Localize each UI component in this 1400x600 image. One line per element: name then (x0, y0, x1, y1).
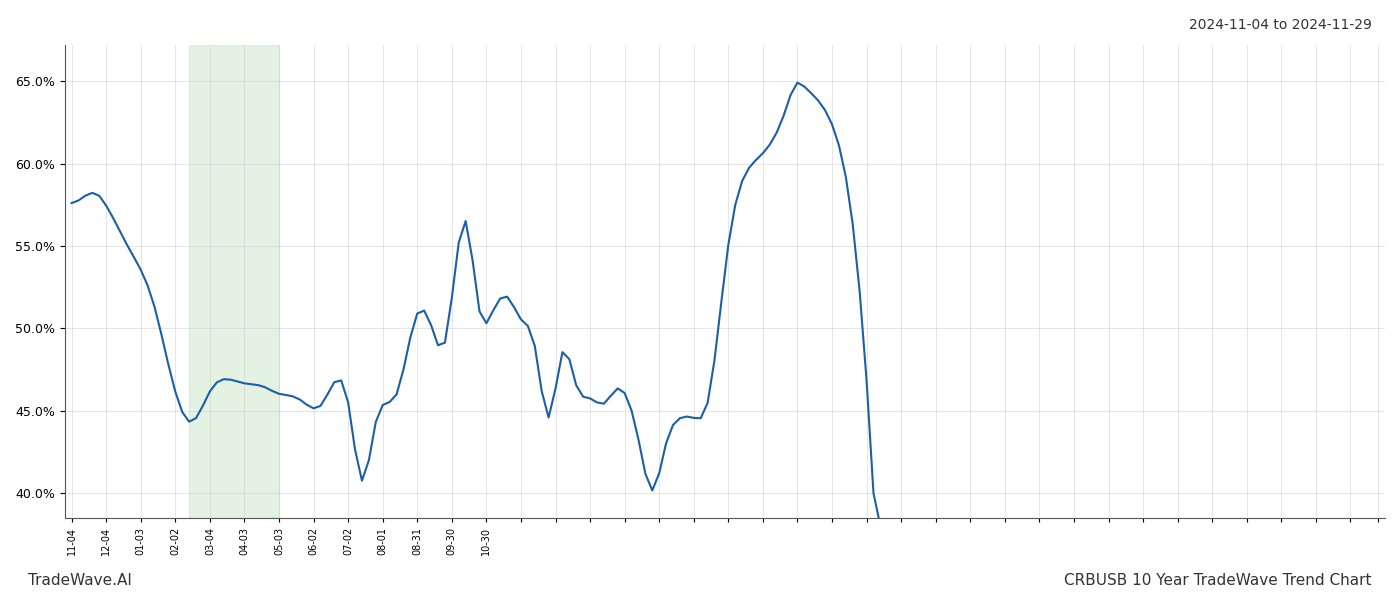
Bar (189, 45, 279, 518)
Text: 2024-11-04 to 2024-11-29: 2024-11-04 to 2024-11-29 (1189, 18, 1372, 32)
Text: TradeWave.AI: TradeWave.AI (28, 573, 132, 588)
Text: CRBUSB 10 Year TradeWave Trend Chart: CRBUSB 10 Year TradeWave Trend Chart (1064, 573, 1372, 588)
